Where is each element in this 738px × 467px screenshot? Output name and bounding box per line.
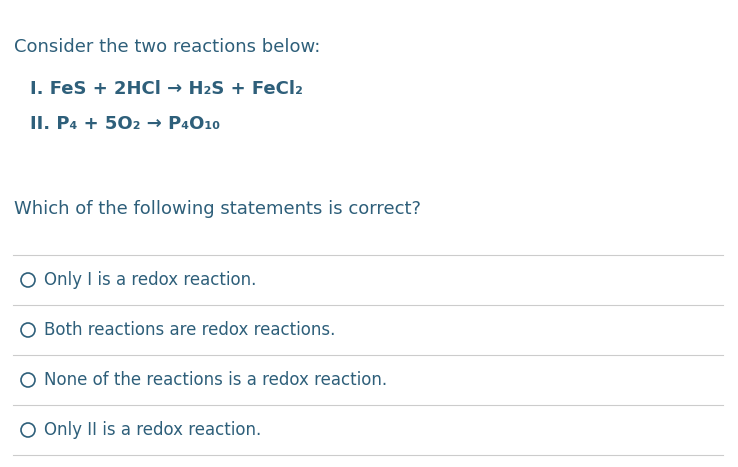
- Text: Only I is a redox reaction.: Only I is a redox reaction.: [44, 271, 256, 289]
- Text: Both reactions are redox reactions.: Both reactions are redox reactions.: [44, 321, 335, 339]
- Text: Which of the following statements is correct?: Which of the following statements is cor…: [14, 200, 421, 218]
- Text: Only II is a redox reaction.: Only II is a redox reaction.: [44, 421, 261, 439]
- Text: None of the reactions is a redox reaction.: None of the reactions is a redox reactio…: [44, 371, 387, 389]
- Text: I. FeS + 2HCl → H₂S + FeCl₂: I. FeS + 2HCl → H₂S + FeCl₂: [30, 80, 303, 98]
- Text: II. P₄ + 5O₂ → P₄O₁₀: II. P₄ + 5O₂ → P₄O₁₀: [30, 115, 220, 133]
- Text: Consider the two reactions below:: Consider the two reactions below:: [14, 38, 320, 56]
